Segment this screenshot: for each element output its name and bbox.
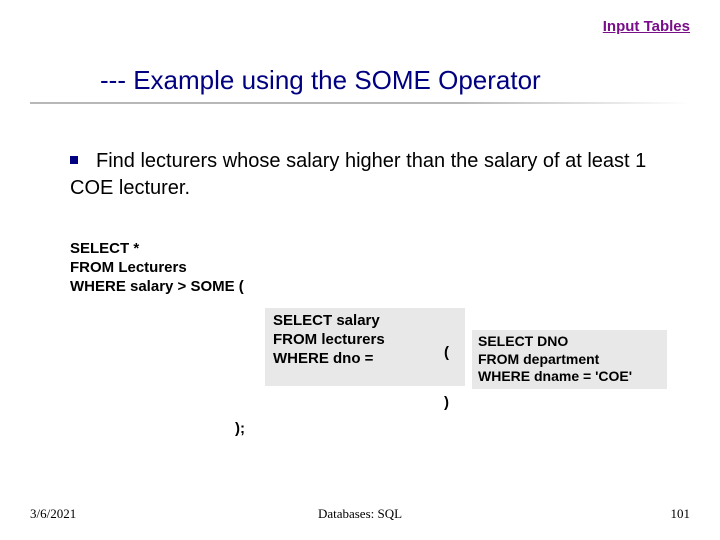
paren-open: ( [444,344,449,361]
footer-page: 101 [671,506,691,522]
slide-title: --- Example using the SOME Operator [100,65,541,96]
sql-outer-line1: SELECT * [70,240,244,259]
sql-outer-line2: FROM Lecturers [70,259,244,278]
sql-inner-block: SELECT DNO FROM department WHERE dname =… [472,330,667,389]
paren-close-inner: ) [444,394,449,411]
body-text: Find lecturers whose salary higher than … [70,150,646,199]
sql-inner-line3: WHERE dname = 'COE' [478,368,661,386]
sql-mid-block: SELECT salary FROM lecturers WHERE dno = [265,308,465,386]
sql-outer-line3: WHERE salary > SOME ( [70,278,244,297]
input-tables-link[interactable]: Input Tables [603,18,690,35]
sql-inner-line2: FROM department [478,351,661,369]
body-paragraph: Find lecturers whose salary higher than … [70,148,680,202]
sql-mid-line2: FROM lecturers [273,331,457,350]
sql-inner-line1: SELECT DNO [478,333,661,351]
sql-mid-line3: WHERE dno = [273,350,457,369]
paren-close-outer: ); [235,420,245,437]
bullet-icon [70,156,78,164]
footer-center: Databases: SQL [0,506,720,522]
sql-mid-line1: SELECT salary [273,312,457,331]
title-underline [30,102,690,104]
sql-outer-block: SELECT * FROM Lecturers WHERE salary > S… [70,240,244,296]
